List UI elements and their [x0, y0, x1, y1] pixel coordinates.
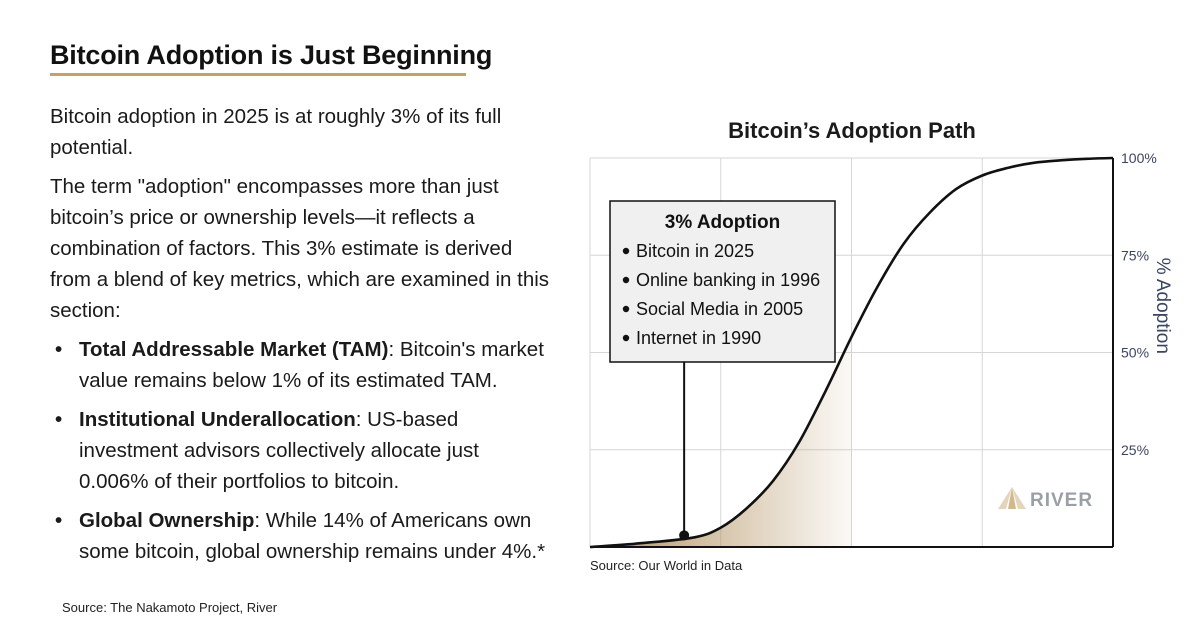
metrics-list: • Total Addressable Market (TAM): Bitcoin…: [50, 334, 550, 567]
callout-item: Bitcoin in 2025: [636, 241, 754, 261]
callout-title: 3% Adoption: [665, 212, 780, 233]
bullet-icon: •: [55, 408, 63, 431]
list-item-text: : While 14% of Americans own some bitcoi…: [79, 509, 546, 563]
page-title: Bitcoin Adoption is Just Beginning: [50, 40, 493, 70]
y-tick-label: 50%: [1121, 345, 1149, 361]
callout-item: Social Media in 2005: [636, 299, 803, 319]
y-tick-label: 25%: [1121, 442, 1149, 458]
logo-peak-shape: [998, 487, 1012, 509]
callout-bullet-icon: [622, 334, 630, 342]
adoption-area-fill: [590, 336, 852, 547]
callout-bullet-icon: [622, 305, 630, 313]
page-source: Source: The Nakamoto Project, River: [62, 600, 278, 615]
logo-peak-shape: [1012, 487, 1026, 509]
river-brand-text: RIVER: [1030, 490, 1093, 511]
callout-item: Online banking in 1996: [636, 270, 820, 290]
list-item-text: : US-based investment advisors collectiv…: [79, 408, 479, 493]
adoption-marker-point: [679, 530, 690, 541]
river-logo-icon: [998, 487, 1026, 509]
callout-bullet-icon: [622, 276, 630, 284]
list-item-term: Total Addressable Market (TAM): [79, 338, 389, 361]
adoption-chart-svg: Bitcoin’s Adoption Path 100% 75% 50% 25% % Ad…: [589, 118, 1173, 573]
chart-title: Bitcoin’s Adoption Path: [728, 118, 976, 143]
bullet-icon: •: [55, 509, 63, 532]
chart-source: Source: Our World in Data: [590, 558, 743, 573]
callout-box: [609, 200, 836, 363]
logo-peak-shape: [1008, 487, 1016, 509]
list-item-term: Institutional Underallocation: [79, 408, 356, 431]
title-underline: [50, 73, 466, 76]
list-item-tam: • Total Addressable Market (TAM): Bitcoin…: [50, 334, 550, 396]
callout-bullet-icon: [622, 247, 630, 255]
list-item-text: : Bitcoin's market value remains below 1…: [79, 338, 544, 392]
definition-paragraph: The term "adoption" encompasses more tha…: [50, 175, 550, 322]
y-tick-label: 75%: [1121, 247, 1149, 263]
adoption-chart: Bitcoin’s Adoption Path 100% 75% 50% 25% % Ad…: [560, 100, 1190, 590]
list-item-global: • Global Ownership: While 14% of American…: [50, 505, 550, 567]
list-item-institutional: • Institutional Underallocation: US-based…: [50, 404, 550, 497]
list-item-term: Global Ownership: [79, 509, 255, 532]
adoption-curve-line: [589, 156, 1114, 549]
callout-item: Internet in 1990: [636, 328, 761, 348]
intro-paragraph: Bitcoin adoption in 2025 is at roughly 3…: [50, 105, 502, 159]
y-tick-label: 100%: [1121, 150, 1157, 166]
bullet-icon: •: [55, 338, 63, 361]
y-axis-label: % Adoption: [1152, 258, 1173, 354]
body-text: Bitcoin adoption in 2025 is at roughly 3…: [50, 101, 550, 575]
